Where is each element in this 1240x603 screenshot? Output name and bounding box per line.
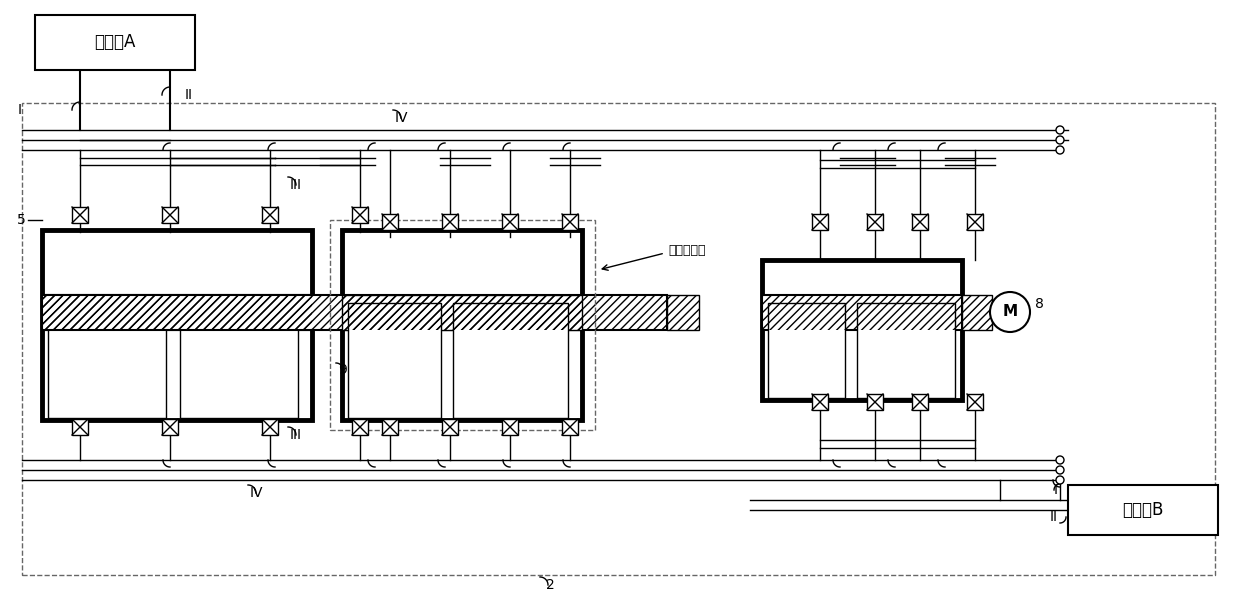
Bar bbox=[42, 295, 667, 330]
Text: M: M bbox=[1002, 305, 1018, 320]
Bar bbox=[72, 207, 88, 223]
Circle shape bbox=[1056, 126, 1064, 134]
Bar bbox=[441, 214, 458, 230]
Bar bbox=[262, 207, 278, 223]
Bar bbox=[857, 303, 955, 398]
Bar bbox=[262, 419, 278, 435]
Bar bbox=[962, 295, 992, 330]
Bar bbox=[502, 419, 518, 435]
Bar bbox=[867, 394, 883, 410]
Bar bbox=[867, 214, 883, 230]
Bar bbox=[48, 303, 166, 418]
Text: II: II bbox=[1050, 510, 1058, 524]
Bar bbox=[453, 303, 568, 418]
Text: 9: 9 bbox=[339, 363, 347, 377]
Text: IV: IV bbox=[396, 111, 408, 125]
Bar bbox=[22, 103, 1215, 575]
Bar bbox=[42, 295, 312, 330]
Bar bbox=[763, 260, 962, 400]
Bar bbox=[42, 295, 667, 330]
Text: III: III bbox=[290, 178, 303, 192]
Bar bbox=[342, 230, 582, 420]
Bar bbox=[962, 295, 992, 330]
Bar bbox=[768, 303, 844, 398]
Text: I: I bbox=[19, 103, 22, 117]
Text: 5: 5 bbox=[17, 213, 26, 227]
Circle shape bbox=[990, 292, 1030, 332]
Bar bbox=[162, 419, 179, 435]
Bar bbox=[441, 419, 458, 435]
Bar bbox=[72, 419, 88, 435]
Text: 2: 2 bbox=[546, 578, 554, 592]
Circle shape bbox=[1056, 466, 1064, 474]
Bar bbox=[967, 214, 983, 230]
Bar bbox=[352, 419, 368, 435]
Bar bbox=[763, 295, 962, 330]
Bar bbox=[348, 303, 441, 418]
Bar bbox=[562, 419, 578, 435]
Bar bbox=[180, 303, 298, 418]
Bar bbox=[342, 295, 582, 330]
Circle shape bbox=[1056, 456, 1064, 464]
Circle shape bbox=[1056, 476, 1064, 484]
Bar bbox=[967, 394, 983, 410]
Bar bbox=[502, 214, 518, 230]
Text: III: III bbox=[290, 428, 303, 442]
Bar bbox=[42, 230, 312, 420]
Text: IV: IV bbox=[250, 486, 263, 500]
Bar bbox=[342, 295, 582, 330]
Bar bbox=[35, 15, 195, 70]
Bar bbox=[812, 214, 828, 230]
Circle shape bbox=[1056, 146, 1064, 154]
Circle shape bbox=[1056, 136, 1064, 144]
Bar bbox=[352, 207, 368, 223]
Bar bbox=[667, 295, 699, 330]
Text: 多个该元件: 多个该元件 bbox=[668, 244, 706, 256]
Text: II: II bbox=[185, 88, 193, 102]
Text: 势能源A: 势能源A bbox=[94, 33, 135, 51]
Bar bbox=[382, 419, 398, 435]
Bar bbox=[42, 295, 312, 330]
Bar bbox=[911, 394, 928, 410]
Bar bbox=[1068, 485, 1218, 535]
Text: 势能源B: 势能源B bbox=[1122, 501, 1163, 519]
Text: 8: 8 bbox=[1035, 297, 1044, 311]
Text: I: I bbox=[1054, 483, 1058, 497]
Bar bbox=[382, 214, 398, 230]
Bar bbox=[667, 295, 699, 330]
Bar bbox=[330, 220, 595, 430]
Bar bbox=[162, 207, 179, 223]
Bar bbox=[562, 214, 578, 230]
Bar bbox=[763, 295, 962, 330]
Bar bbox=[812, 394, 828, 410]
Bar bbox=[911, 214, 928, 230]
